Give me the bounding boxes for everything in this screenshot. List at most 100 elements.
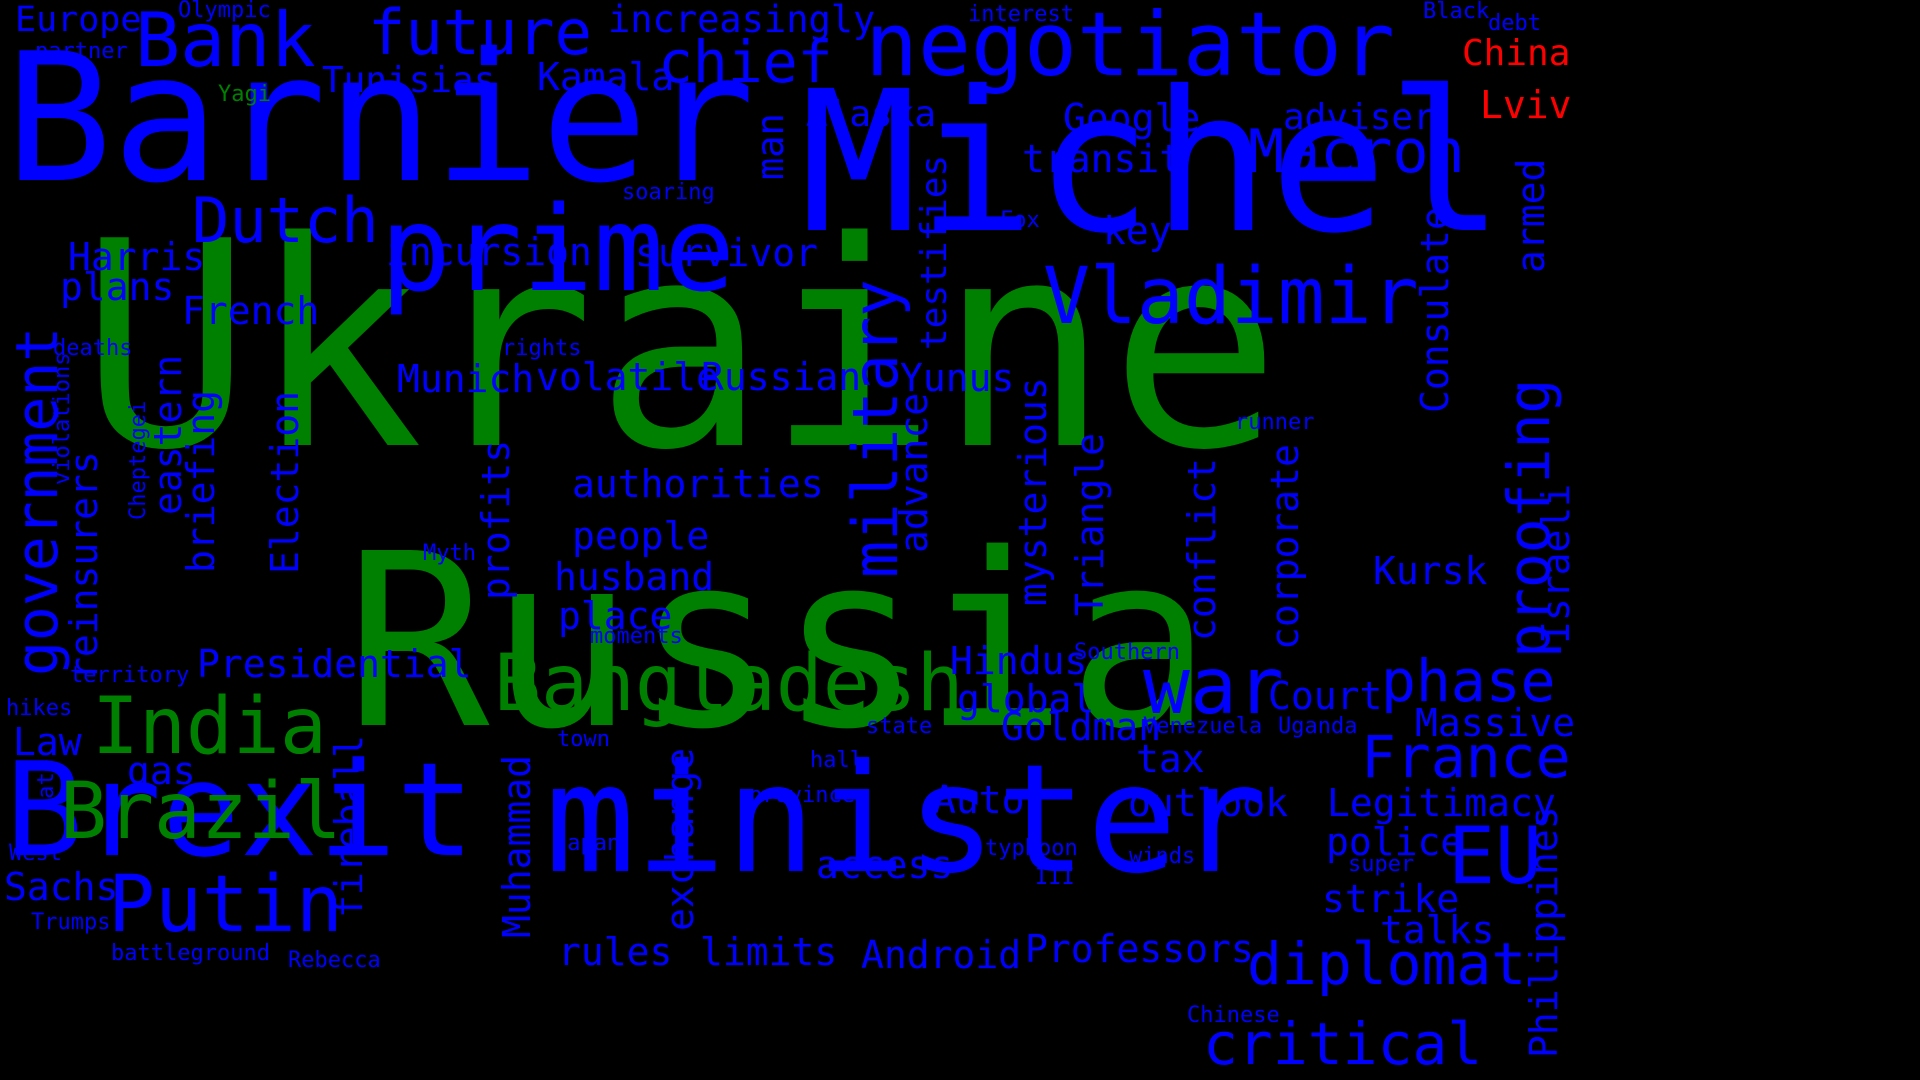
word-debt: debt bbox=[1488, 11, 1541, 36]
word-myth: Myth bbox=[423, 541, 476, 566]
word-israeli: Israeli bbox=[1534, 483, 1578, 644]
word-android: Android bbox=[861, 933, 1022, 977]
word-french: French bbox=[182, 289, 320, 333]
word-chief: chief bbox=[658, 28, 833, 96]
word-mysterious: mysterious bbox=[1011, 377, 1055, 606]
word-china: China bbox=[1462, 33, 1571, 74]
word-transit: transit bbox=[1022, 137, 1183, 181]
word-black: Black bbox=[1423, 0, 1490, 24]
word-testifies: testifies bbox=[914, 154, 955, 350]
word-rights: rights bbox=[502, 336, 582, 361]
word-partner: partner bbox=[35, 39, 128, 64]
word-presidential: Presidential bbox=[197, 642, 472, 686]
word-super: super bbox=[1348, 852, 1415, 877]
word-eu: EU bbox=[1448, 812, 1542, 902]
word-profits: profits bbox=[474, 439, 518, 600]
word-massive: Massive bbox=[1415, 701, 1576, 745]
word-michel: Michel bbox=[800, 49, 1505, 276]
word-reinsurers: reinsurers bbox=[62, 451, 106, 680]
word-access: access bbox=[816, 843, 954, 887]
word-battleground: battleground bbox=[111, 941, 270, 966]
word-professors: Professors bbox=[1025, 927, 1254, 971]
word-goldman: Goldman bbox=[1001, 705, 1162, 749]
word-barnier: Barnier bbox=[5, 15, 756, 222]
word-southern: Southern bbox=[1074, 640, 1180, 665]
word-provinces: provinces bbox=[749, 783, 869, 808]
word-winds: winds bbox=[1129, 844, 1196, 869]
word-survivor: survivor bbox=[635, 231, 819, 275]
word-violations: violations bbox=[50, 352, 75, 485]
word-soaring: soaring bbox=[622, 180, 715, 205]
word-tax: tax bbox=[1136, 737, 1205, 781]
word-increasingly: increasingly bbox=[608, 0, 876, 41]
word-kursk: Kursk bbox=[1373, 549, 1488, 593]
word-russia: Russia bbox=[345, 502, 1212, 782]
word-rate: rate bbox=[34, 759, 59, 812]
word-exchange: exchange bbox=[658, 747, 702, 931]
word-moments: moments bbox=[590, 624, 683, 649]
word-brexit: Brexit bbox=[5, 734, 475, 886]
word-alaska: Alaska bbox=[806, 94, 937, 135]
word-typhoon: typhoon bbox=[985, 836, 1078, 861]
word-advance: advance bbox=[892, 392, 936, 553]
word-future: future bbox=[368, 0, 592, 69]
word-chinese: Chinese bbox=[1187, 1003, 1280, 1028]
word-key: key bbox=[1103, 209, 1172, 253]
word-auto: Auto bbox=[933, 778, 1025, 822]
word-west: West bbox=[9, 841, 62, 866]
word-court: Court bbox=[1268, 674, 1383, 718]
word-place: place bbox=[558, 594, 673, 638]
word-state: state bbox=[866, 714, 933, 739]
word-man: man bbox=[749, 113, 792, 180]
word-gas: gas bbox=[127, 749, 196, 793]
word-hall: hall bbox=[810, 748, 863, 773]
word-japan: Japan bbox=[554, 831, 621, 856]
word-minister: minister bbox=[545, 733, 1268, 907]
word-tunisias: Tunisias bbox=[322, 60, 496, 101]
word-muhammad: Muhammad bbox=[495, 754, 539, 938]
word-trumps: Trumps bbox=[31, 910, 111, 935]
word-global: global bbox=[957, 677, 1095, 721]
word-prime: prime bbox=[380, 180, 736, 318]
word-negotiator: negotiator bbox=[865, 0, 1395, 96]
word-ukraine: Ukraine bbox=[80, 181, 1282, 513]
word-russian: Russian bbox=[701, 355, 862, 399]
word-armed: armed bbox=[1509, 158, 1553, 273]
word-plans: plans bbox=[60, 265, 175, 309]
word-macron: Macron bbox=[1248, 117, 1465, 187]
word-munich: Munich bbox=[397, 357, 535, 401]
word-uganda: Uganda bbox=[1278, 714, 1358, 739]
word-talks: talks bbox=[1380, 908, 1495, 952]
word-deaths: deaths bbox=[53, 336, 133, 361]
word-interest: interest bbox=[968, 2, 1074, 27]
word-yagi: Yagi bbox=[218, 82, 271, 107]
word-limits: limits bbox=[700, 930, 838, 974]
word-france: France bbox=[1361, 723, 1571, 791]
word-putin: Putin bbox=[108, 860, 343, 950]
word-strike: strike bbox=[1322, 877, 1460, 921]
word-phase: phase bbox=[1381, 647, 1556, 715]
word-sachs: Sachs bbox=[4, 865, 119, 909]
word-dutch: Dutch bbox=[192, 184, 379, 257]
word-google: Google bbox=[1063, 96, 1201, 140]
word-consulate: Consulate bbox=[1413, 207, 1457, 413]
word-triangle: Triangle bbox=[1068, 432, 1112, 616]
word-outlook: outlook bbox=[1128, 781, 1289, 825]
word-conflict: conflict bbox=[1180, 457, 1224, 641]
word-bank: Bank bbox=[135, 0, 316, 84]
word-critical: critical bbox=[1203, 1010, 1483, 1078]
word-brazil: Brazil bbox=[60, 767, 342, 857]
word-fox: Fox bbox=[1000, 208, 1040, 233]
word-runner: runner bbox=[1235, 410, 1315, 435]
word-hindus: Hindus bbox=[950, 639, 1088, 683]
word-yunus: Yunus bbox=[900, 356, 1015, 400]
word-europe: Europe bbox=[15, 0, 142, 40]
word-authorities: authorities bbox=[572, 462, 824, 506]
word-corporate: corporate bbox=[1263, 444, 1307, 650]
word-diplomat: diplomat bbox=[1247, 930, 1527, 998]
word-rules: rules bbox=[558, 930, 673, 974]
word-adviser: adviser bbox=[1283, 97, 1435, 138]
word-lviv: Lviv bbox=[1480, 83, 1572, 127]
word-hikes: hikes bbox=[6, 696, 73, 721]
